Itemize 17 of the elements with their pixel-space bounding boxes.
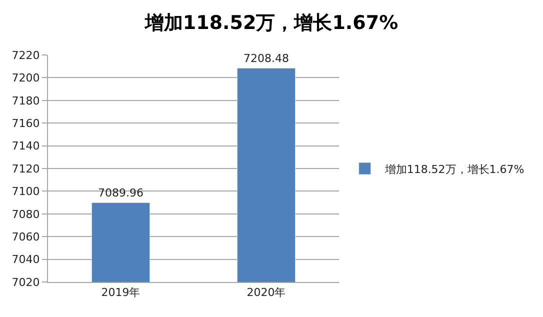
y-tick-label: 7220 <box>12 48 40 62</box>
y-tick-label: 7160 <box>12 116 40 130</box>
y-tick-label: 7060 <box>12 230 40 244</box>
x-tick-label: 2020年 <box>246 286 286 300</box>
data-label: 7089.96 <box>98 186 144 200</box>
data-label: 7208.48 <box>244 52 289 66</box>
chart-title: 增加118.52万，增长1.67% <box>144 12 398 34</box>
y-tick-label: 7080 <box>12 208 40 221</box>
legend-label: 增加118.52万，增长1.67% <box>384 162 524 176</box>
y-tick-label: 7100 <box>12 185 40 198</box>
y-tick-label: 7040 <box>12 253 40 266</box>
y-tick-label: 7140 <box>12 140 40 153</box>
y-tick-label: 7200 <box>12 72 40 85</box>
y-tick-label: 7180 <box>12 94 40 108</box>
y-tick-label: 7020 <box>12 276 40 289</box>
x-tick-label: 2019年 <box>101 286 140 300</box>
y-tick-label: 7120 <box>12 162 40 176</box>
